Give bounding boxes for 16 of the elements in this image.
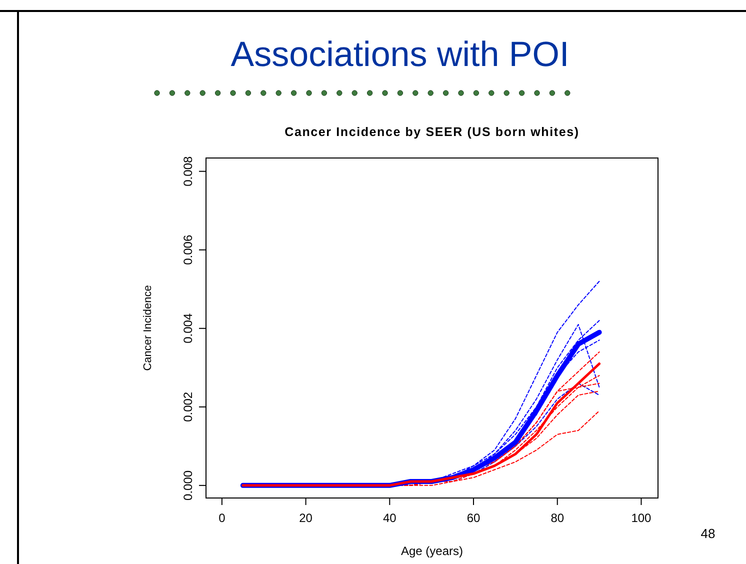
y-tick-label: 0.004 (181, 313, 195, 344)
y-tick-label: 0.002 (181, 392, 195, 422)
text: 48 (700, 526, 716, 541)
x-tick-label: 0 (218, 511, 226, 525)
y-tick-label: 0.006 (181, 234, 195, 265)
chart-title: Associations with POI (230, 35, 570, 74)
x-tick-label: 40 (382, 511, 397, 525)
x-tick-label: 100 (631, 511, 652, 525)
x-tick-label: 60 (466, 511, 481, 525)
y-axis-title: Cancer Incidence (142, 285, 154, 371)
x-axis-title: Age (years) (400, 544, 464, 558)
x-tick-label: 20 (299, 511, 313, 525)
x-tick-label: 80 (550, 511, 564, 525)
y-tick-label: 0.008 (181, 156, 195, 186)
y-tick-label: 0.000 (181, 470, 195, 500)
chart-subtitle: Cancer Incidence by SEER (US born whites) (284, 125, 580, 139)
